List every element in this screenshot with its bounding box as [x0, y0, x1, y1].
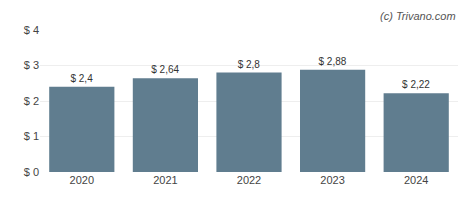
svg-text:(c) Trivano.com: (c) Trivano.com [380, 10, 456, 22]
svg-text:2023: 2023 [320, 174, 344, 186]
svg-text:$ 4: $ 4 [24, 24, 39, 36]
svg-text:$ 3: $ 3 [24, 59, 39, 71]
svg-text:2024: 2024 [404, 174, 428, 186]
svg-text:$ 2,4: $ 2,4 [70, 73, 93, 84]
svg-text:$ 2: $ 2 [24, 95, 39, 107]
svg-text:$ 2,88: $ 2,88 [318, 56, 346, 67]
svg-text:$ 2,8: $ 2,8 [238, 59, 261, 70]
svg-text:$ 2,22: $ 2,22 [402, 79, 430, 90]
svg-text:2021: 2021 [153, 174, 177, 186]
svg-text:2020: 2020 [70, 174, 94, 186]
svg-text:2022: 2022 [237, 174, 261, 186]
svg-text:$ 2,64: $ 2,64 [151, 64, 179, 75]
svg-text:$ 0: $ 0 [24, 166, 39, 178]
svg-text:$ 1: $ 1 [24, 130, 39, 142]
